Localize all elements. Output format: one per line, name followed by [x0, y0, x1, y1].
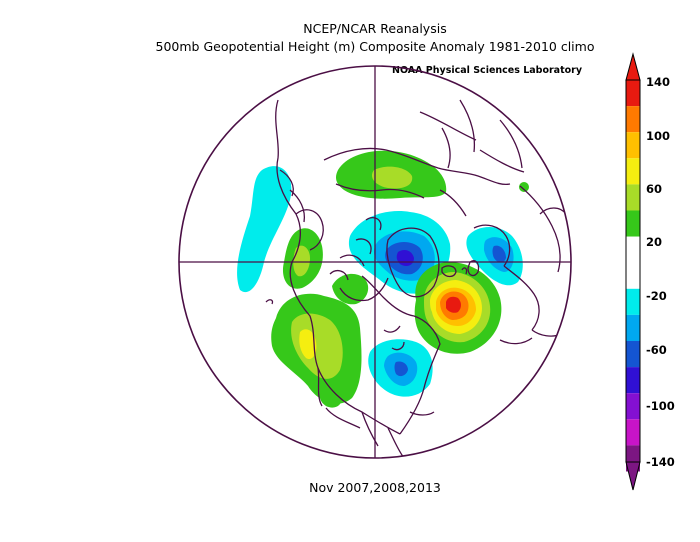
credit-label: NOAA Physical Sciences Laboratory: [392, 65, 583, 76]
colorbar-bottom-arrow: [625, 461, 641, 491]
colorbar-label: 100: [646, 129, 670, 143]
colorbar-swatch: [626, 132, 640, 159]
colorbar-swatch: [626, 184, 640, 211]
coast-kamchatka: [279, 169, 306, 223]
coast-baja: [317, 367, 361, 429]
coast-hudson-bay: [339, 277, 389, 302]
coast-alaska: [295, 209, 324, 251]
chart-subtitle: 500mb Geopotential Height (m) Composite …: [155, 39, 595, 54]
anomaly-siberia-pos-inner: [371, 166, 413, 189]
coast-greenland: [386, 227, 440, 298]
colorbar-label: 60: [646, 182, 662, 196]
colorbar-label: -100: [646, 399, 675, 413]
anomaly-europe-pos: [519, 182, 529, 192]
colorbar-label: -140: [646, 455, 675, 469]
anomaly-east-us-neg-3: [394, 361, 408, 377]
coast-arctic-islands: [329, 216, 382, 281]
anomaly-west-us-pos-3: [299, 329, 317, 360]
colorbar-swatch: [626, 341, 640, 368]
coast-north-pacific-islands: [265, 299, 274, 305]
map-boundary-circle: [178, 65, 572, 459]
coast-siberia: [323, 147, 511, 217]
colorbar-swatch: [626, 367, 640, 394]
anomaly-west-na-pos-inner: [293, 245, 310, 277]
colorbar-label: -20: [646, 289, 667, 303]
anomaly-field: [237, 150, 529, 408]
colorbar-label: -60: [646, 343, 667, 357]
colorbar-label: 140: [646, 75, 670, 89]
colorbar-top-arrow: [625, 52, 641, 81]
colorbar-swatch: [626, 288, 640, 315]
chart-title: NCEP/NCAR Reanalysis: [303, 21, 447, 36]
colorbar-frame: [625, 79, 641, 463]
anomaly-hudson-pos: [332, 273, 369, 305]
anomaly-north-pacific-neg: [237, 166, 292, 293]
colorbar-swatch: [626, 262, 640, 289]
date-caption: Nov 2007,2008,2013: [309, 480, 441, 495]
coast-europe: [473, 185, 567, 331]
coast-caribbean: [409, 411, 435, 416]
meridian-lines: [179, 66, 571, 458]
colorbar-swatch: [626, 210, 640, 237]
coast-british-isles: [461, 260, 480, 277]
anomaly-atlantic-pos-6: [446, 296, 461, 313]
coastlines: [265, 99, 567, 458]
coast-great-lakes: [383, 325, 405, 351]
coast-iceland: [441, 265, 457, 278]
coast-mediterranean: [499, 329, 563, 345]
colorbar-swatch: [626, 419, 640, 446]
colorbar-swatch: [626, 314, 640, 341]
colorbar-label: 20: [646, 235, 662, 249]
colorbar-swatch: [626, 393, 640, 420]
borders-asia: [419, 99, 525, 173]
colorbar-swatch: [626, 80, 640, 107]
colorbar: 140 100 60 20 -20 -60 -100 -140: [625, 52, 675, 491]
coast-north-america: [275, 99, 441, 435]
anomaly-scandinavia-neg-3: [492, 245, 506, 263]
colorbar-swatch: [626, 236, 640, 263]
colorbar-swatch: [626, 106, 640, 133]
coast-central-america: [361, 411, 405, 458]
colorbar-swatch: [626, 158, 640, 185]
anomaly-mexico-pos: [319, 389, 342, 408]
